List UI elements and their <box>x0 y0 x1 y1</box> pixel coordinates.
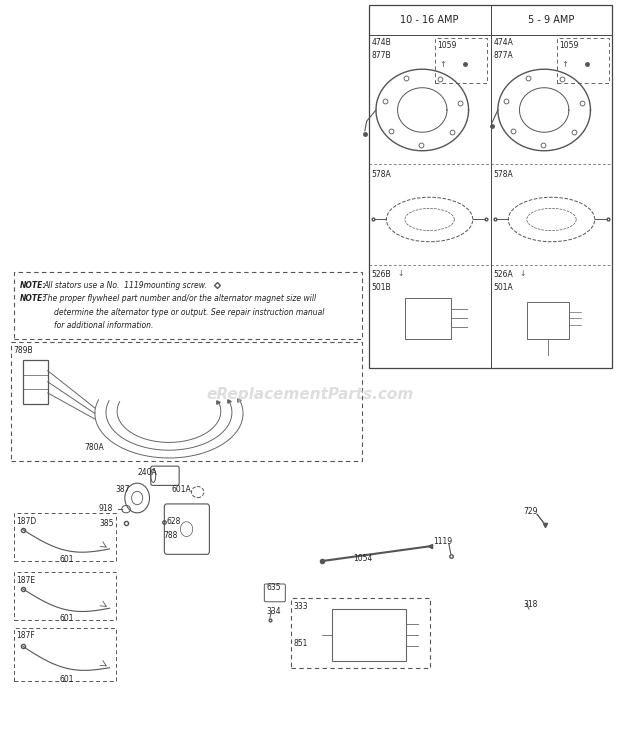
Text: ↑: ↑ <box>439 60 446 68</box>
Text: 526B: 526B <box>372 271 391 280</box>
Text: 1119: 1119 <box>433 536 453 545</box>
Text: 628: 628 <box>167 516 181 525</box>
Text: 1059: 1059 <box>437 41 456 50</box>
Text: 10 - 16 AMP: 10 - 16 AMP <box>401 15 459 25</box>
Text: 385: 385 <box>99 519 113 527</box>
Text: ↑: ↑ <box>561 60 568 68</box>
Text: 601: 601 <box>60 675 74 684</box>
Text: determine the alternator type or output. See repair instruction manual: determine the alternator type or output.… <box>54 307 324 316</box>
Text: for additional information.: for additional information. <box>54 321 153 330</box>
Text: 474B: 474B <box>372 39 391 48</box>
Text: 474A: 474A <box>494 39 513 48</box>
Text: 578A: 578A <box>494 170 513 179</box>
Text: 240A: 240A <box>137 469 157 478</box>
Text: 5 - 9 AMP: 5 - 9 AMP <box>528 15 575 25</box>
Text: NOTE:: NOTE: <box>20 294 46 303</box>
Text: NOTE:: NOTE: <box>20 280 46 290</box>
Text: 501B: 501B <box>372 283 391 292</box>
Text: eReplacementParts.com: eReplacementParts.com <box>206 387 414 402</box>
Text: 387: 387 <box>115 485 130 495</box>
Text: 578A: 578A <box>372 170 391 179</box>
Text: 187D: 187D <box>16 516 37 525</box>
Text: 187E: 187E <box>16 576 35 585</box>
Text: 1054: 1054 <box>353 554 373 562</box>
Text: 187F: 187F <box>16 632 35 641</box>
Text: 877B: 877B <box>372 51 391 60</box>
Text: 877A: 877A <box>494 51 513 60</box>
Text: 918: 918 <box>99 504 113 513</box>
Text: ↓: ↓ <box>520 269 526 278</box>
Text: 635: 635 <box>267 583 281 592</box>
Text: 601: 601 <box>60 615 74 623</box>
Text: 789B: 789B <box>14 346 33 355</box>
Text: All stators use a No.  1119mounting screw.: All stators use a No. 1119mounting screw… <box>43 280 207 290</box>
Text: 851: 851 <box>293 639 308 648</box>
Text: 501A: 501A <box>494 283 513 292</box>
Text: 780A: 780A <box>85 443 104 452</box>
Text: 526A: 526A <box>494 271 513 280</box>
Text: 601: 601 <box>60 555 74 564</box>
Text: 729: 729 <box>523 507 538 516</box>
Text: The proper flywheel part number and/or the alternator magnet size will: The proper flywheel part number and/or t… <box>43 294 316 303</box>
Text: 1059: 1059 <box>559 41 578 50</box>
Text: ↓: ↓ <box>397 269 404 278</box>
Text: 334: 334 <box>267 607 281 616</box>
Text: 601A: 601A <box>171 484 191 494</box>
Text: 788: 788 <box>163 531 177 540</box>
Text: 318: 318 <box>523 600 538 609</box>
Text: 333: 333 <box>293 602 308 611</box>
